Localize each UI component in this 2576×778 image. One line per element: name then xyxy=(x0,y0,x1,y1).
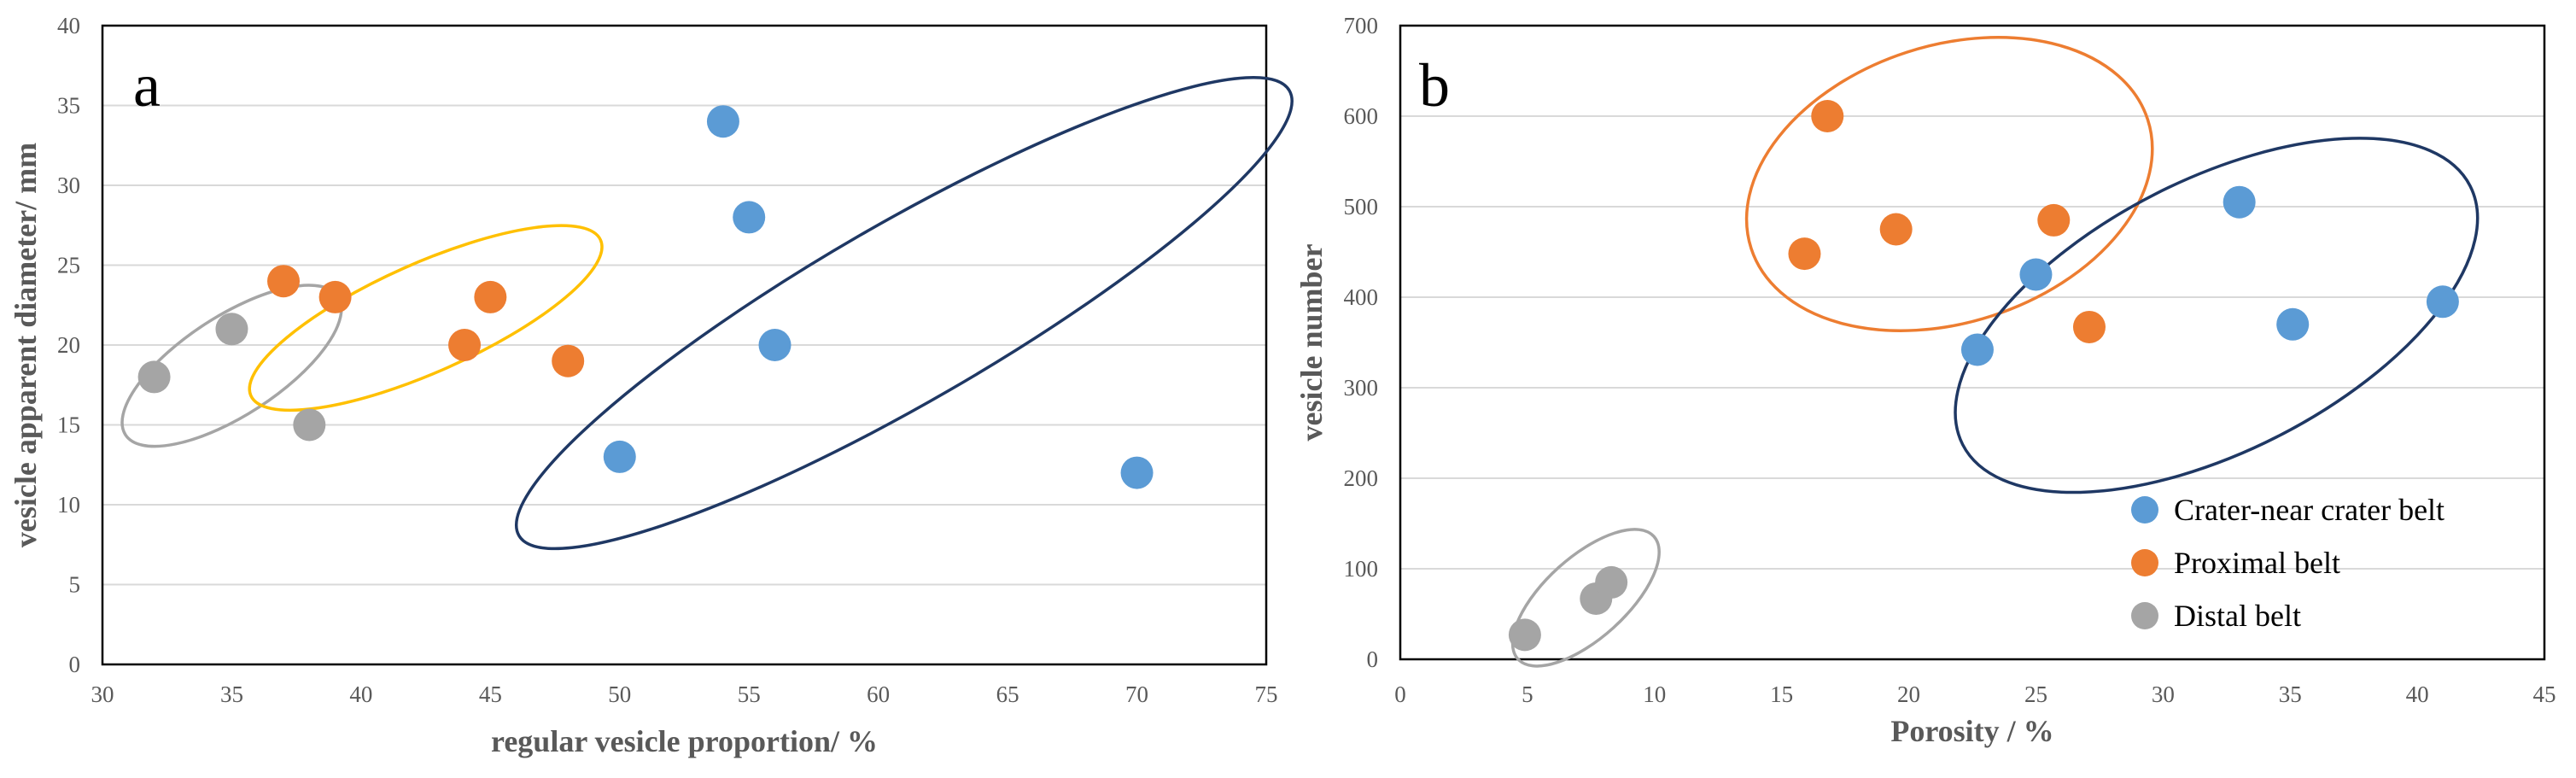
legend-marker xyxy=(2131,602,2158,629)
data-point xyxy=(474,280,507,313)
plot-frame xyxy=(101,24,1268,666)
x-tick-label: 0 xyxy=(1394,681,1406,707)
data-point xyxy=(448,329,482,361)
data-point xyxy=(1960,333,1994,366)
x-tick-label: 50 xyxy=(608,681,631,707)
panel-label: b xyxy=(1419,51,1450,120)
grouping-ellipse xyxy=(1744,36,2154,332)
data-point xyxy=(1788,237,1821,271)
plot-frame xyxy=(1399,24,2546,661)
legend-marker xyxy=(2131,496,2158,524)
y-tick-label: 500 xyxy=(1344,194,1379,219)
legend-label: Crater-near crater belt xyxy=(2174,493,2445,527)
data-point xyxy=(137,360,171,394)
y-axis-title: vesicle number xyxy=(1294,244,1329,442)
y-tick-label: 30 xyxy=(57,173,80,198)
x-tick-label: 40 xyxy=(349,681,372,707)
data-point xyxy=(318,280,352,313)
grouping-ellipse xyxy=(248,224,604,412)
legend-label: Proximal belt xyxy=(2174,546,2340,580)
legend-label: Distal belt xyxy=(2174,599,2301,633)
data-point xyxy=(215,313,248,346)
data-point xyxy=(552,344,585,377)
x-tick-label: 30 xyxy=(91,681,114,707)
data-point xyxy=(2072,310,2106,343)
y-tick-label: 100 xyxy=(1344,556,1379,582)
y-tick-label: 35 xyxy=(57,93,80,119)
data-point xyxy=(293,408,326,442)
y-tick-label: 0 xyxy=(69,652,81,677)
data-point xyxy=(1508,618,1541,652)
y-tick-label: 600 xyxy=(1344,103,1379,129)
data-point xyxy=(603,440,636,473)
y-axis-title: vesicle apparent diameter/ mm xyxy=(9,143,43,547)
y-tick-label: 5 xyxy=(69,572,81,598)
x-tick-label: 45 xyxy=(479,681,502,707)
data-point xyxy=(1120,456,1154,489)
x-tick-label: 15 xyxy=(1770,681,1793,707)
x-tick-label: 35 xyxy=(2279,681,2302,707)
data-point xyxy=(2019,258,2053,291)
y-tick-label: 0 xyxy=(1367,646,1379,672)
y-tick-label: 700 xyxy=(1344,13,1379,38)
y-tick-label: 300 xyxy=(1344,375,1379,401)
x-tick-label: 60 xyxy=(867,681,890,707)
grouping-ellipse xyxy=(1954,137,2480,494)
data-point xyxy=(2223,185,2256,219)
data-point xyxy=(1811,100,1844,132)
data-point xyxy=(733,201,766,234)
panel-b-chart: 0 100 200 300 400 500 600 700 0 5 10 15 20 25 30 35 40 45… xyxy=(1294,13,2556,748)
legend-marker xyxy=(2131,549,2158,576)
x-tick-label: 20 xyxy=(1897,681,1920,707)
y-tick-label: 20 xyxy=(57,332,80,358)
x-tick-label: 65 xyxy=(996,681,1019,707)
x-axis-title: regular vesicle proportion/ % xyxy=(491,724,878,758)
y-tick-label: 25 xyxy=(57,253,80,278)
legend: Crater-near crater belt Proximal belt Dist… xyxy=(2131,493,2445,633)
y-tick-label: 15 xyxy=(57,412,80,438)
data-point xyxy=(758,329,791,361)
data-point xyxy=(2037,203,2071,237)
panel-a-chart: 0 5 10 15 20 25 30 35 40 30 35 40 45 50 55 60 65 70 75 regu… xyxy=(9,13,1294,758)
data-point xyxy=(267,265,301,298)
x-tick-label: 70 xyxy=(1125,681,1148,707)
grouping-ellipse xyxy=(515,76,1294,551)
x-axis-title: Porosity / % xyxy=(1890,714,2053,748)
y-tick-label: 400 xyxy=(1344,284,1379,310)
grouping-ellipse xyxy=(1510,528,1661,668)
x-tick-label: 5 xyxy=(1522,681,1533,707)
x-tick-label: 30 xyxy=(2152,681,2175,707)
y-tick-label: 200 xyxy=(1344,465,1379,491)
data-point xyxy=(706,105,739,138)
x-tick-label: 10 xyxy=(1643,681,1666,707)
data-point xyxy=(2426,285,2459,319)
x-tick-label: 45 xyxy=(2533,681,2556,707)
x-tick-label: 35 xyxy=(220,681,243,707)
panel-label: a xyxy=(133,51,161,120)
x-tick-label: 25 xyxy=(2024,681,2047,707)
x-tick-label: 55 xyxy=(738,681,761,707)
data-point xyxy=(1879,213,1913,246)
data-point xyxy=(2276,307,2310,341)
data-point xyxy=(1595,565,1628,599)
y-tick-label: 40 xyxy=(57,13,80,38)
x-tick-label: 75 xyxy=(1255,681,1278,707)
y-tick-label: 10 xyxy=(57,492,80,518)
x-tick-label: 40 xyxy=(2406,681,2429,707)
